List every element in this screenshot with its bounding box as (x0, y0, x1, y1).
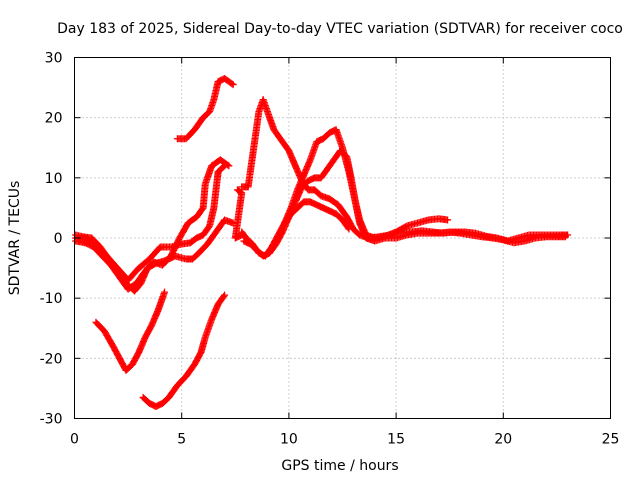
series-track-10 (281, 198, 353, 233)
data-point (221, 291, 229, 299)
data-point (444, 216, 452, 224)
series-track-2 (72, 156, 233, 293)
y-tick-label: 0 (54, 231, 63, 247)
x-tick-label: 5 (177, 432, 186, 448)
y-tick-label: -10 (40, 291, 63, 307)
chart-title: Day 183 of 2025, Sidereal Day-to-day VTE… (57, 21, 623, 37)
data-point (561, 233, 569, 241)
series-track-4 (173, 75, 237, 143)
series-track-8 (238, 126, 452, 260)
x-axis-title: GPS time / hours (281, 458, 398, 474)
y-tick-label: 10 (45, 171, 63, 187)
y-tick-label: 20 (45, 111, 63, 127)
data-point (220, 292, 228, 300)
data-point (345, 225, 353, 233)
x-tick-label: 10 (280, 432, 298, 448)
data-point (221, 162, 229, 170)
data-marks (72, 75, 572, 410)
series-track-11 (231, 186, 246, 242)
data-point (220, 163, 228, 171)
y-tick-label: -20 (40, 351, 63, 367)
x-tick-label: 20 (494, 432, 512, 448)
series-track-9 (240, 147, 569, 260)
data-point (224, 161, 232, 169)
data-point (238, 231, 246, 239)
data-point (228, 80, 236, 88)
y-axis-title: SDTVAR / TECUs (7, 181, 23, 296)
series-track-3 (72, 162, 229, 284)
data-point (229, 81, 237, 89)
y-tick-label: -30 (40, 412, 63, 428)
y-tick-label: 30 (45, 51, 63, 67)
series-track-6 (139, 291, 229, 410)
data-point (161, 288, 169, 296)
series-track-5 (92, 288, 169, 374)
x-tick-label: 15 (387, 432, 405, 448)
x-tick-label: 25 (602, 432, 620, 448)
data-point (344, 224, 352, 232)
x-tick-label: 0 (70, 432, 79, 448)
axes: 0 5 10 15 20 25 -30 -20 -10 0 10 20 30 (40, 51, 620, 448)
